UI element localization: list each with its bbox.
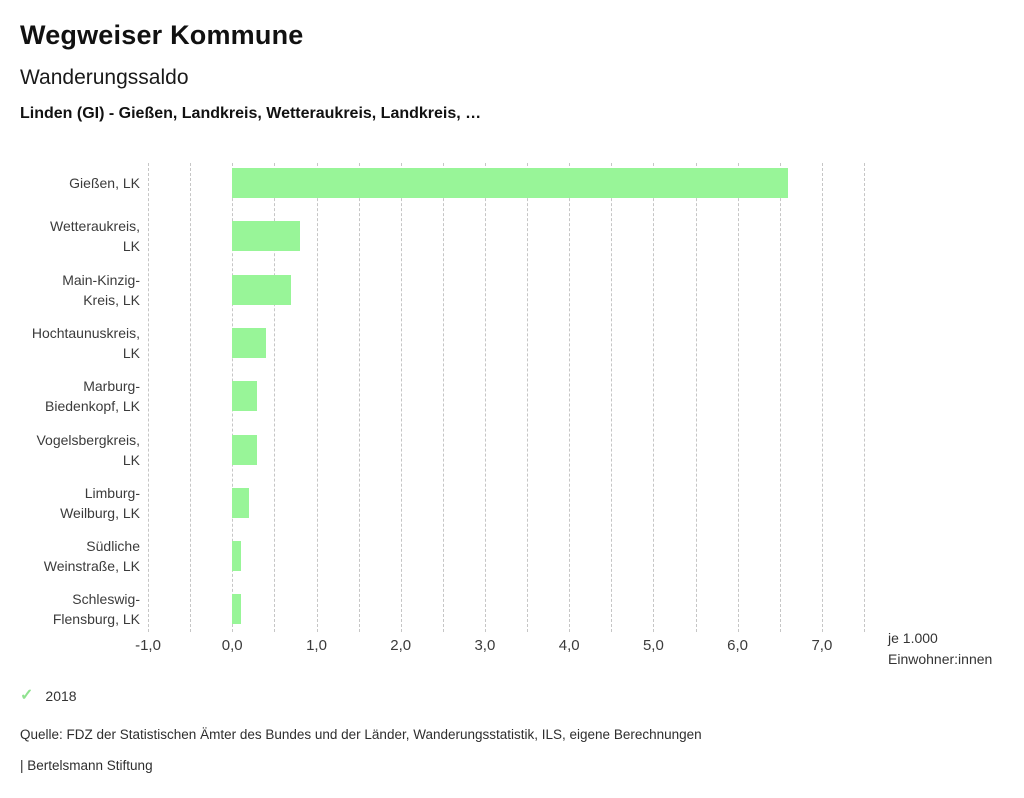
x-axis-unit-line2: Einwohner:innen [888,651,993,667]
category-label: Main-Kinzig- Kreis, LK [62,271,140,308]
x-gridline [190,163,192,632]
category-label: Schleswig- Flensburg, LK [52,591,140,628]
bar [232,327,266,358]
category-label: Limburg- Weilburg, LK [60,484,140,521]
x-gridline [779,163,781,632]
x-tick-label: 1,0 [306,637,327,654]
category-label: Gießen, LK [69,175,140,191]
x-gridline [358,163,360,632]
chart-title: Wanderungssaldo [20,66,189,89]
bar [232,487,249,518]
x-gridline [611,163,613,632]
x-gridline [569,163,571,632]
branding-text: | Bertelsmann Stiftung [20,758,153,773]
x-gridline [864,163,865,632]
x-gridline [653,163,655,632]
x-gridline [442,163,444,632]
x-tick-label: -1,0 [135,637,161,654]
legend-year-label: 2018 [45,688,77,704]
category-label: Wetteraukreis, LK [50,218,140,255]
chart-subtitle: Linden (GI) - Gießen, Landkreis, Wettera… [20,105,482,122]
bar [232,594,241,625]
x-tick-label: 3,0 [474,637,496,654]
x-axis-unit-line1: je 1.000 [888,630,938,646]
x-axis-unit-label: je 1.000 Einwohner:innen [888,628,992,670]
x-gridline [527,163,529,632]
category-label: Marburg- Biedenkopf, LK [45,378,140,415]
category-label: Südliche Weinstraße, LK [43,538,140,575]
x-gridline [821,163,823,632]
x-tick-label: 5,0 [642,637,664,654]
source-text: Quelle: FDZ der Statistischen Ämter des … [20,727,702,742]
x-gridline [737,163,739,632]
bar [232,381,258,412]
x-tick-label: 7,0 [811,637,833,654]
x-tick-label: 6,0 [727,637,749,654]
x-tick-label: 2,0 [390,637,412,654]
x-gridline [400,163,402,632]
x-gridline [316,163,318,632]
x-tick-label: 4,0 [558,637,580,654]
bar [232,168,789,198]
x-gridline [695,163,697,632]
x-gridline [148,163,149,632]
bar [232,221,300,252]
page-title: Wegweiser Kommune [20,20,304,50]
x-tick-label: 0,0 [221,637,243,654]
category-label: Vogelsbergkreis, LK [36,431,140,468]
bar [232,274,292,305]
x-gridline [274,163,276,632]
x-gridline [484,163,486,632]
legend: ✓ 2018 [20,687,77,705]
bar-chart-plot-area [148,163,865,632]
check-icon: ✓ [20,687,34,704]
bar [232,541,241,572]
bar [232,434,258,465]
category-label: Hochtaunuskreis, LK [31,324,140,361]
